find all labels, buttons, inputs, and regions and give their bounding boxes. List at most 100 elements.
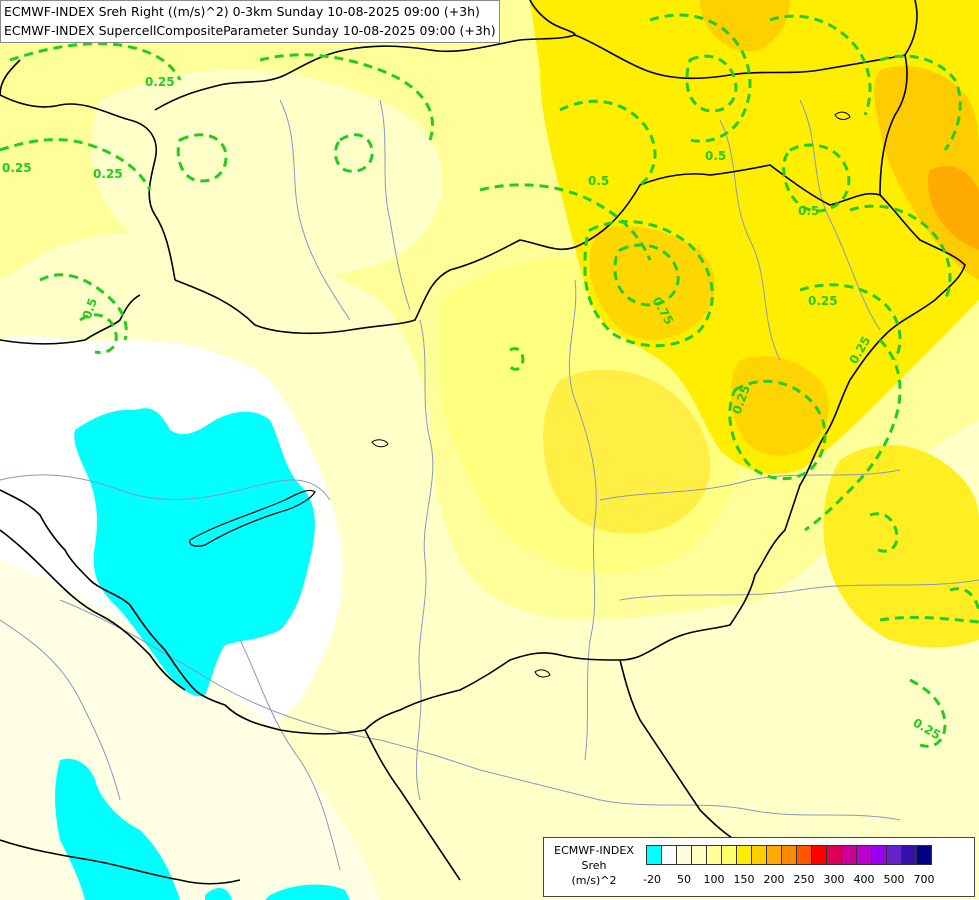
contour-19 xyxy=(879,615,979,624)
river-sw-1 xyxy=(0,619,121,801)
legend-tick-label: 100 xyxy=(703,873,725,886)
river-north-2 xyxy=(379,99,411,311)
legend-swatch xyxy=(856,845,872,865)
contour-18 xyxy=(869,512,899,553)
river-ne-2 xyxy=(799,99,881,331)
contour-label-3: 0.25 xyxy=(2,161,32,175)
contour-label-7: 0.5 xyxy=(705,149,726,163)
scp-contours xyxy=(0,13,979,748)
contour-22 xyxy=(506,347,525,371)
river-ne-1 xyxy=(719,119,781,361)
river-west xyxy=(0,474,331,501)
map-title-line1: ECMWF-INDEX Sreh Right ((m/s)^2) 0-3km S… xyxy=(4,4,480,19)
field-cyan-south3 xyxy=(205,888,232,900)
map-title-line2: ECMWF-INDEX SupercellCompositeParameter … xyxy=(4,23,496,38)
river-east-2 xyxy=(619,579,979,601)
legend-tick-label: 400 xyxy=(853,873,875,886)
contour-8 xyxy=(559,99,657,187)
border-hungary-north xyxy=(174,164,881,335)
contour-16 xyxy=(799,283,902,361)
border-slovenia xyxy=(0,529,186,691)
field-cyan-south2 xyxy=(265,884,350,900)
river-south-1 xyxy=(479,769,901,821)
river-north-1 xyxy=(279,99,351,321)
legend-tick-label: 300 xyxy=(823,873,845,886)
field-yellow-east xyxy=(823,445,979,648)
field-orange-mid xyxy=(589,226,715,340)
river-sw-2 xyxy=(239,639,341,871)
legend-tick-label: -20 xyxy=(643,873,661,886)
legend-swatch xyxy=(871,845,887,865)
lake-small-2 xyxy=(534,669,551,678)
border-croatia-serbia xyxy=(364,729,461,881)
legend-swatch xyxy=(826,845,842,865)
contour-20 xyxy=(909,678,947,748)
legend-swatch xyxy=(901,845,917,865)
legend-swatches xyxy=(646,845,932,865)
contour-2 xyxy=(0,138,152,191)
contour-label-1: 0.25 xyxy=(145,75,175,89)
border-hungary-west xyxy=(0,489,196,691)
border-austria-west xyxy=(0,294,141,345)
contour-1 xyxy=(9,42,182,81)
legend-swatch xyxy=(721,845,737,865)
legend-swatch xyxy=(781,845,797,865)
legend-swatch xyxy=(811,845,827,865)
border-slovakia-poland xyxy=(574,0,918,80)
legend-tick-label: 200 xyxy=(763,873,785,886)
legend-swatch xyxy=(841,845,857,865)
border-hungary-south xyxy=(194,652,621,735)
legend-tick-label: 150 xyxy=(733,873,755,886)
border-south-west xyxy=(0,839,241,885)
legend-swatch xyxy=(706,845,722,865)
legend-swatch xyxy=(751,845,767,865)
border-slovakia-ukraine xyxy=(879,54,908,196)
lake-small-3 xyxy=(834,111,851,120)
contour-24 xyxy=(849,204,952,301)
contour-label-12: 0.5 xyxy=(798,204,819,218)
legend-ticks: -20 50 100 150 200 250 300 400 500 700 xyxy=(643,873,970,889)
legend-swatch xyxy=(916,845,932,865)
contour-23 xyxy=(879,54,962,151)
legend-swatch xyxy=(766,845,782,865)
color-legend: ECMWF-INDEX Sreh (m/s)^2 -20 50 100 150 200 2… xyxy=(543,837,975,897)
field-cyan-south xyxy=(55,758,180,900)
legend-tick-label: 50 xyxy=(677,873,691,886)
border-northwest-1 xyxy=(0,59,21,96)
legend-title: ECMWF-INDEX Sreh (m/s)^2 xyxy=(548,843,640,888)
rivers xyxy=(0,99,979,871)
field-orange-northeast-core xyxy=(928,166,979,250)
contour-4 xyxy=(176,133,228,183)
legend-tick-label: 250 xyxy=(793,873,815,886)
field-pale-northwest xyxy=(91,69,443,277)
contour-7 xyxy=(479,183,652,261)
border-serbia-romania xyxy=(619,659,736,841)
legend-swatch xyxy=(796,845,812,865)
river-drava xyxy=(59,599,481,771)
border-north-czech xyxy=(529,0,576,36)
map-title-box: ECMWF-INDEX Sreh Right ((m/s)^2) 0-3km S… xyxy=(0,0,500,43)
contour-21 xyxy=(949,587,979,611)
legend-swatch xyxy=(691,845,707,865)
contour-label-group: 0.25 0.25 0.25 0.5 0.5 0.75 0.5 0.25 0.2… xyxy=(2,75,943,742)
contour-13 xyxy=(769,14,872,116)
contour-label-5: 0.5 xyxy=(588,174,609,188)
legend-tick-label: 500 xyxy=(883,873,905,886)
legend-swatch xyxy=(661,845,677,865)
lake-balaton xyxy=(189,489,316,547)
legend-swatch xyxy=(736,845,752,865)
contour-17 xyxy=(804,338,902,532)
legend-title-line1: ECMWF-INDEX xyxy=(554,844,634,857)
field-orange-north xyxy=(700,0,790,52)
legend-tick-label: 700 xyxy=(913,873,935,886)
contour-6 xyxy=(333,133,374,173)
contour-14 xyxy=(782,143,851,213)
lake-small-1 xyxy=(371,439,389,448)
contour-label-2: 0.25 xyxy=(93,167,123,181)
contour-11 xyxy=(649,13,752,143)
river-east-1 xyxy=(599,469,901,501)
legend-swatch xyxy=(886,845,902,865)
legend-title-line3: (m/s)^2 xyxy=(571,874,617,887)
